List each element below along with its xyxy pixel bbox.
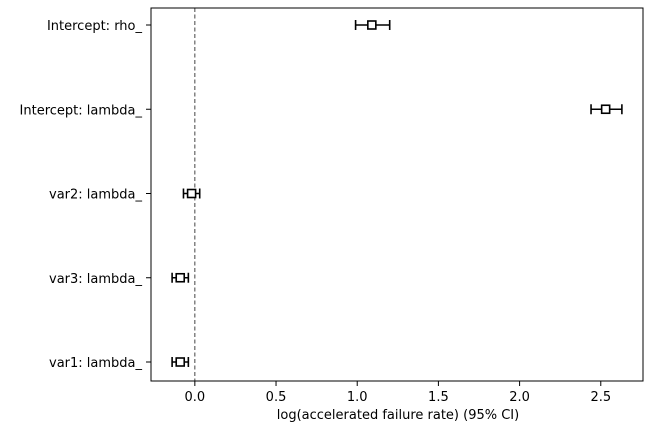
plot-layer: Intercept: rho_ Intercept: lambda_ var2: l… xyxy=(20,7,644,405)
x-tick-label: 1.5 xyxy=(428,390,449,405)
y-tick-label: Intercept: rho_ xyxy=(47,19,143,34)
axes-frame xyxy=(150,7,644,382)
point-estimate-marker xyxy=(186,188,197,199)
y-tick-label: var1: lambda_ xyxy=(49,356,142,371)
point-estimate-marker xyxy=(600,104,611,115)
y-tick-label: Intercept: lambda_ xyxy=(20,103,143,118)
x-tick-label: 0.5 xyxy=(266,390,287,405)
y-tick-label: var3: lambda_ xyxy=(49,272,142,287)
point-estimate-marker xyxy=(367,20,377,30)
point-estimate-marker xyxy=(175,272,186,283)
point-estimate-marker xyxy=(175,357,186,367)
x-tick-label: 1.0 xyxy=(347,390,368,405)
x-tick-label: 2.5 xyxy=(590,390,611,405)
x-tick-label: 2.0 xyxy=(509,390,530,405)
x-tick-label: 0.0 xyxy=(184,390,205,405)
x-axis-label: log(accelerated failure rate) (95% CI) xyxy=(277,408,519,423)
y-tick-label: var2: lambda_ xyxy=(49,188,142,203)
